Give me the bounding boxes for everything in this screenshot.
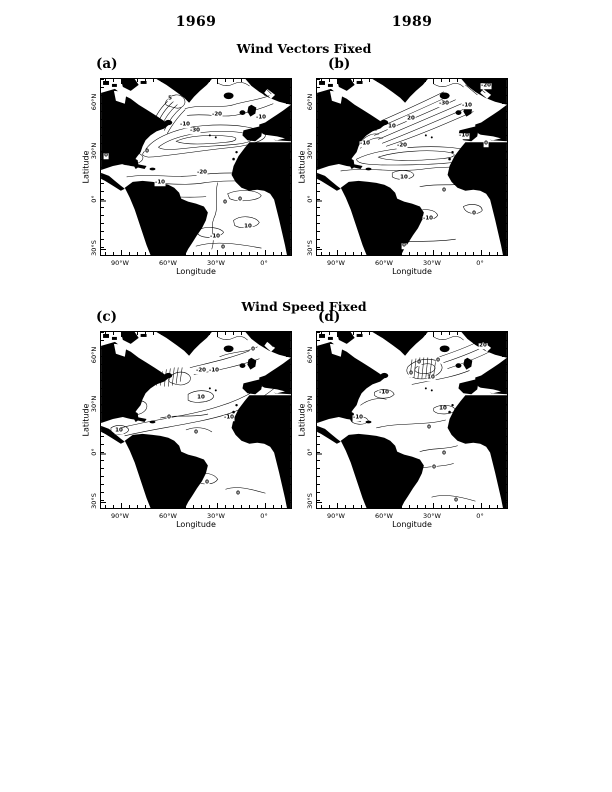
panel-c-letter: (c) <box>96 309 117 325</box>
panel-b-map-frame: -20 -10 -30 20 10 -10 -20 -10 0 10 0 0 -10 0 <box>316 78 508 256</box>
x-axis-title: Longitude <box>392 267 432 276</box>
panel-c-atlantic-map <box>101 332 291 508</box>
panel-d-atlantic-map <box>317 332 507 508</box>
panel-a-letter: (a) <box>96 56 118 72</box>
x-tick-label: 30°W <box>207 512 225 520</box>
y-tick-label: 30°N <box>90 142 98 160</box>
x-tick-label: 60°W <box>375 259 393 267</box>
y-tick-label: 60°N <box>306 93 314 111</box>
y-axis-title: Latitude <box>297 403 307 437</box>
panel-b-letter: (b) <box>328 56 351 72</box>
y-tick-label: 0° <box>90 195 98 203</box>
y-tick-label: 30°N <box>90 395 98 413</box>
x-tick-label: 60°W <box>159 259 177 267</box>
panel-d-letter: (d) <box>318 309 341 325</box>
column-header-1969: 1969 <box>175 14 217 30</box>
y-tick-label: 30°S <box>306 240 314 256</box>
x-tick-label: 90°W <box>327 512 345 520</box>
panel-a: (a) <box>82 56 292 276</box>
x-tick-label: 60°W <box>375 512 393 520</box>
y-tick-label: 60°N <box>306 346 314 364</box>
x-axis-title: Longitude <box>176 520 216 529</box>
y-tick-label: 60°N <box>90 93 98 111</box>
x-tick-label: 30°W <box>423 512 441 520</box>
panel-b: (b) <box>298 56 508 276</box>
y-tick-label: 60°N <box>90 346 98 364</box>
panel-d-map-frame: 20 0 0 0 10 -10 10 -10 0 0 0 0 <box>316 331 508 509</box>
section-title-wind-vectors-fixed: Wind Vectors Fixed <box>236 41 372 56</box>
section-title-wind-speed-fixed: Wind Speed Fixed <box>241 299 367 314</box>
y-tick-label: 0° <box>90 448 98 456</box>
panel-c: (c) <box>82 309 292 529</box>
x-axis-title: Longitude <box>176 267 216 276</box>
panel-d: (d) <box>298 309 508 529</box>
x-tick-label: 0° <box>476 259 484 267</box>
x-tick-label: 90°W <box>111 512 129 520</box>
panel-a-map-frame: 5 -20 -10 -10 -30 0 0 -20 -10 0 0 10 -10 0 <box>100 78 292 256</box>
x-tick-label: 90°W <box>327 259 345 267</box>
panel-a-atlantic-map <box>101 79 291 255</box>
y-axis-title: Latitude <box>297 150 307 184</box>
y-tick-label: 0° <box>306 448 314 456</box>
y-tick-label: 30°N <box>306 142 314 160</box>
x-tick-label: 30°W <box>207 259 225 267</box>
panel-b-atlantic-map <box>317 79 507 255</box>
x-tick-label: 0° <box>260 259 268 267</box>
y-tick-label: 30°N <box>306 395 314 413</box>
y-axis-title: Latitude <box>81 150 91 184</box>
y-tick-label: 30°S <box>90 493 98 509</box>
y-tick-label: 30°S <box>90 240 98 256</box>
x-tick-label: 0° <box>260 512 268 520</box>
x-tick-label: 30°W <box>423 259 441 267</box>
x-tick-label: 90°W <box>111 259 129 267</box>
y-tick-label: 0° <box>306 195 314 203</box>
y-tick-label: 30°S <box>306 493 314 509</box>
panel-c-map-frame: -20 -10 10 0 -10 10 0 0 0 0 <box>100 331 292 509</box>
x-axis-title: Longitude <box>392 520 432 529</box>
contour-lines <box>110 336 280 494</box>
y-axis-title: Latitude <box>81 403 91 437</box>
x-tick-label: 0° <box>476 512 484 520</box>
x-tick-label: 60°W <box>159 512 177 520</box>
column-header-1989: 1989 <box>391 14 433 30</box>
